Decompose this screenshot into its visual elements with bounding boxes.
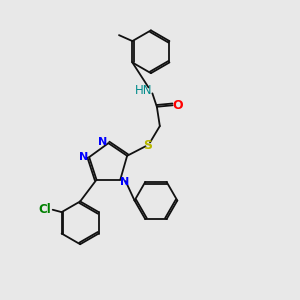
Text: N: N [79, 152, 88, 162]
Text: N: N [98, 137, 108, 147]
Text: Cl: Cl [38, 203, 51, 216]
Text: HN: HN [135, 84, 152, 97]
Text: S: S [143, 139, 152, 152]
Text: N: N [120, 177, 129, 187]
Text: O: O [172, 99, 183, 112]
